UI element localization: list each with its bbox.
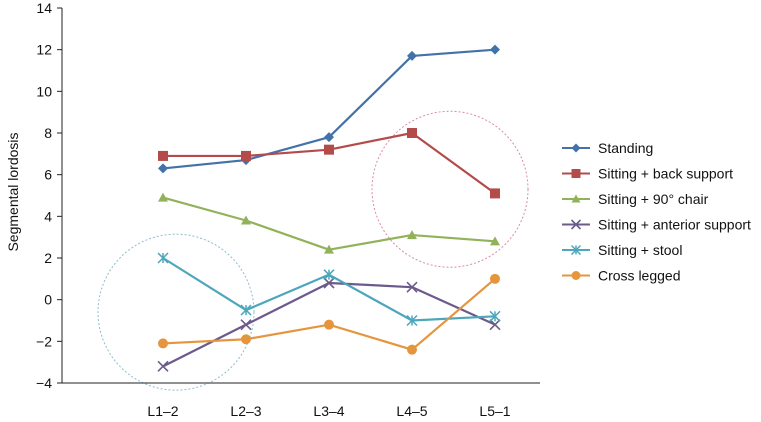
y-tick-label: 14: [36, 0, 52, 16]
y-tick-label: 6: [44, 167, 52, 183]
circle-marker: [571, 271, 581, 280]
y-tick-label: 12: [36, 42, 52, 58]
circle-marker: [158, 338, 168, 349]
square-marker: [241, 150, 251, 161]
annotation-layer: [97, 110, 529, 391]
y-tick-label: 4: [44, 208, 52, 224]
circle-marker: [324, 319, 334, 330]
diamond-marker: [158, 163, 168, 174]
star-marker: [157, 252, 169, 264]
square-marker: [571, 169, 581, 178]
series-line: [162, 196, 496, 251]
series-layer: [157, 44, 501, 372]
x-tick-label: L3–4: [313, 403, 344, 419]
x-marker-stroke: [489, 319, 501, 331]
x-marker: [157, 360, 169, 372]
diamond-marker: [571, 143, 581, 153]
series-1: [158, 44, 500, 174]
y-tick-label: 8: [44, 125, 52, 141]
x-marker: [489, 319, 501, 331]
series-4: [157, 277, 501, 372]
x-tick-label: L1–2: [147, 403, 178, 419]
x-marker-stroke: [157, 360, 169, 372]
legend-item: Sitting + anterior support: [562, 217, 751, 233]
y-tick-label: 2: [44, 250, 52, 266]
y-tick-label: −2: [36, 333, 52, 349]
legend-item: Cross legged: [562, 268, 681, 284]
y-tick-label: 0: [44, 292, 52, 308]
circle-marker: [490, 273, 500, 284]
series-3: [158, 192, 500, 254]
triangle-marker: [490, 236, 500, 246]
x-marker: [323, 277, 335, 289]
diamond-marker: [324, 132, 334, 143]
triangle-marker: [407, 230, 417, 240]
legend-label: Sitting + 90° chair: [598, 191, 709, 207]
x-tick-label: L2–3: [230, 403, 261, 419]
series-line: [162, 257, 496, 322]
legend-label: Sitting + stool: [598, 242, 682, 258]
x-tick-label: L4–5: [396, 403, 427, 419]
triangle-marker: [324, 244, 334, 254]
legend: Standing Sitting + back support Sitting + …: [562, 140, 751, 284]
diamond-marker: [490, 44, 500, 55]
triangle-marker: [158, 192, 168, 202]
circle-marker: [241, 334, 251, 345]
x-marker: [570, 219, 582, 230]
series-6: [158, 273, 500, 355]
diamond-marker: [407, 50, 417, 61]
square-marker: [324, 144, 334, 155]
legend-label: Cross legged: [598, 268, 681, 284]
x-tick-label: L5–1: [479, 403, 510, 419]
y-tick-label: 10: [36, 83, 52, 99]
x-marker-stroke: [570, 219, 582, 230]
x-marker-stroke: [323, 277, 335, 289]
annotation-circle-1: [371, 110, 529, 268]
star-marker: [489, 310, 501, 322]
square-marker: [407, 128, 417, 138]
y-tick-label: −4: [36, 375, 52, 391]
legend-label: Sitting + anterior support: [598, 217, 751, 233]
legend-item: Sitting + back support: [562, 166, 733, 182]
x-marker: [406, 281, 418, 293]
legend-item: Sitting + 90° chair: [562, 191, 709, 207]
series-5: [157, 252, 501, 327]
star-marker: [323, 269, 335, 281]
x-marker-stroke: [406, 281, 418, 293]
star-marker: [406, 314, 418, 327]
triangle-marker: [571, 194, 581, 203]
legend-item: Standing: [562, 140, 653, 156]
x-marker: [240, 319, 252, 331]
legend-label: Standing: [598, 140, 653, 156]
triangle-marker: [241, 215, 251, 225]
square-marker: [490, 188, 500, 199]
axes: 14 12 10 8 6 4 2 0 −2 −4 L1–2 L2–3 L3–4 L4–5 L5–1: [36, 0, 540, 419]
circle-marker: [407, 344, 417, 355]
legend-item: Sitting + stool: [562, 242, 682, 258]
star-marker: [240, 304, 252, 316]
star-marker: [570, 244, 582, 256]
legend-label: Sitting + back support: [598, 166, 733, 182]
y-axis-label: Segmental lordosis: [5, 132, 21, 251]
series-2: [158, 128, 500, 199]
annotation-circle-2: [97, 233, 255, 391]
x-marker-stroke: [240, 319, 252, 331]
square-marker: [158, 150, 168, 161]
